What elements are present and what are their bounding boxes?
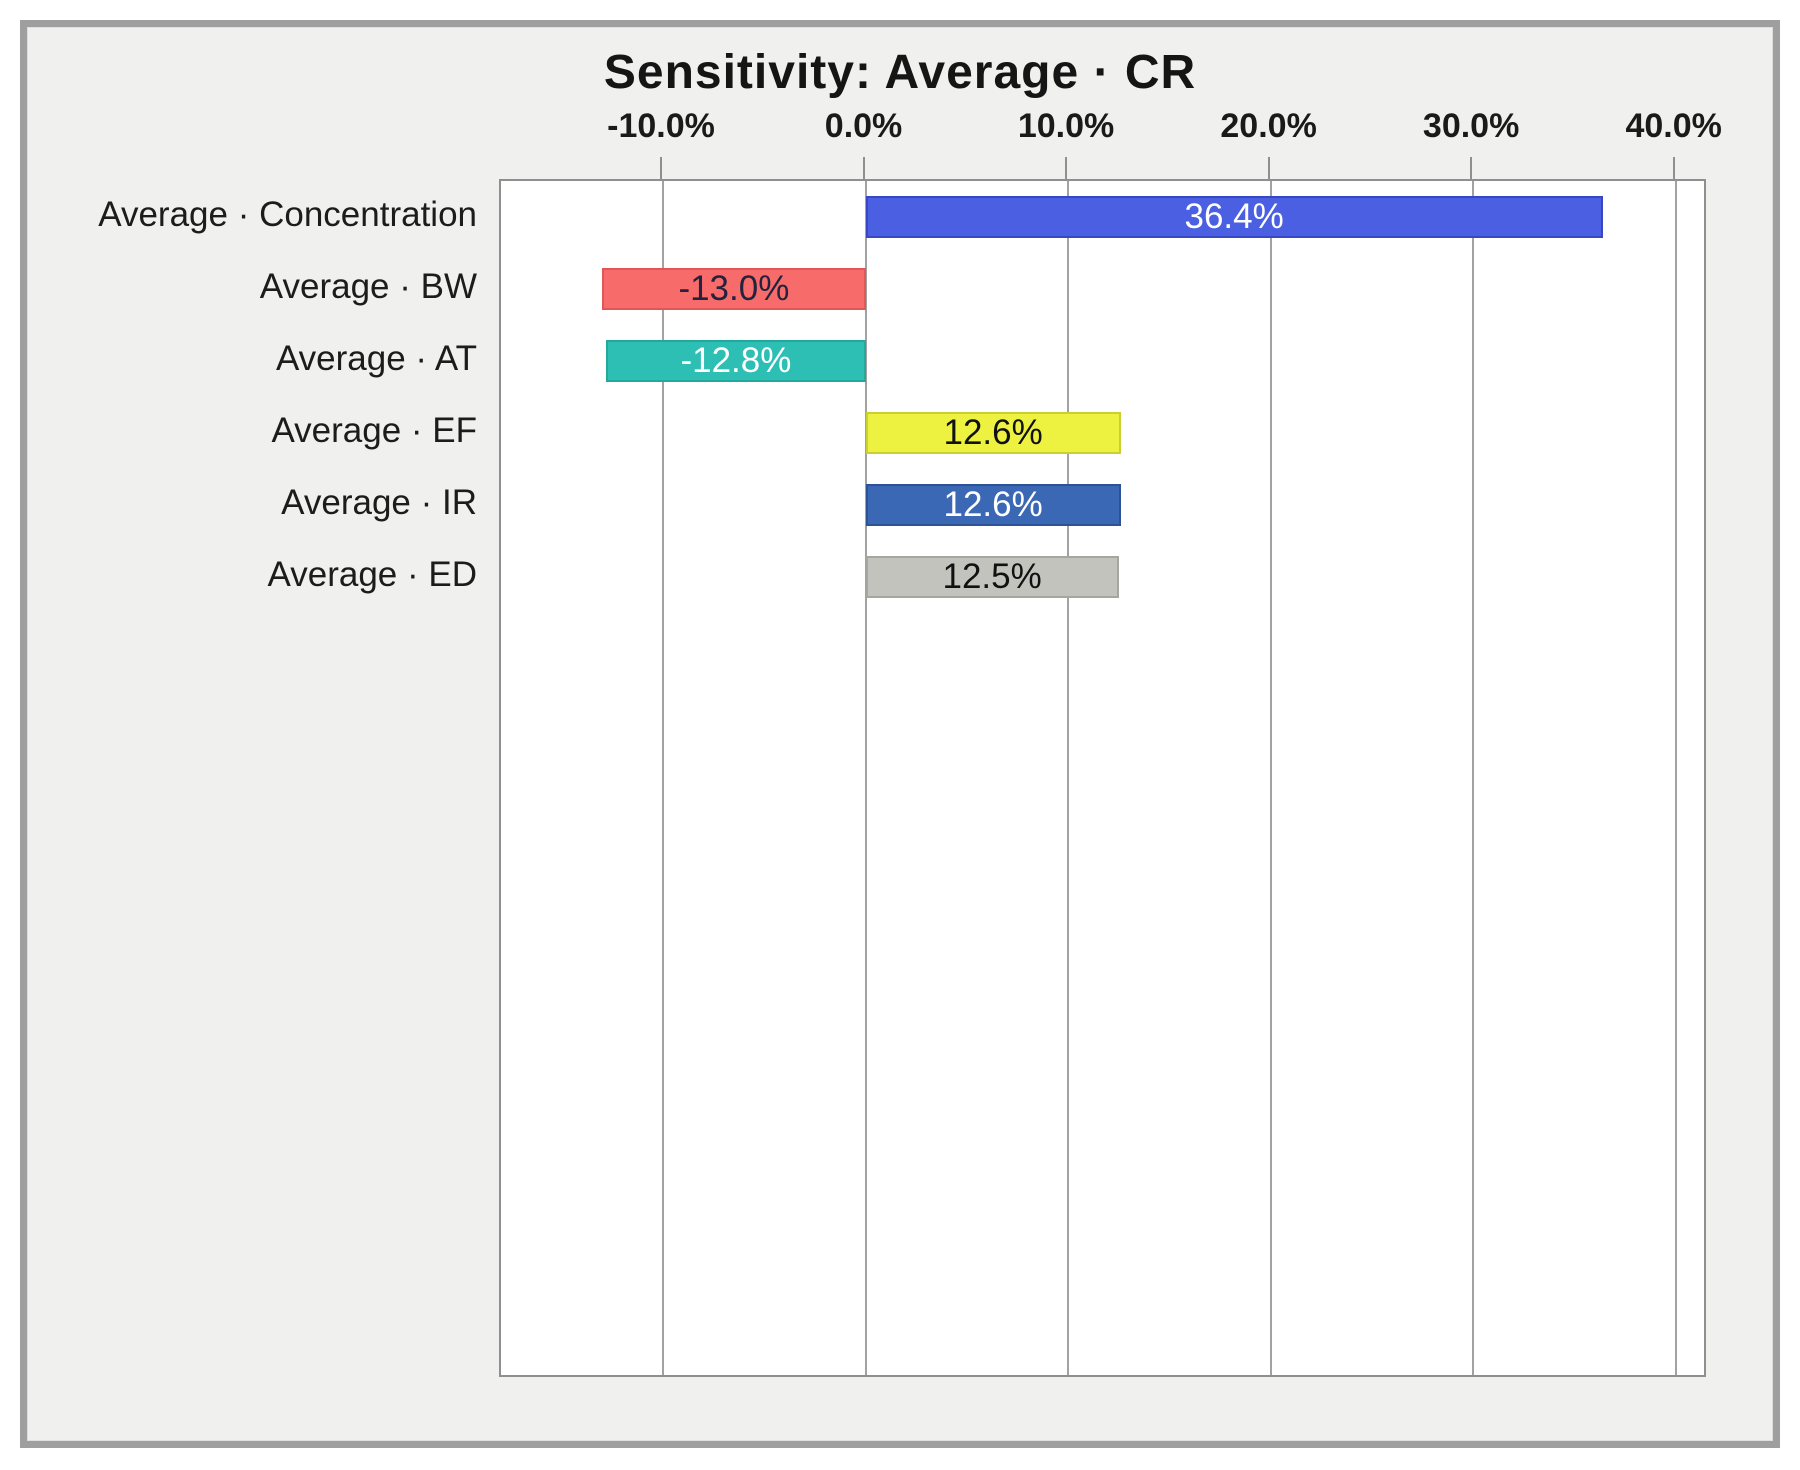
plot-area: 36.4% -13.0% -12.8% 12.6% 12.6% 12.5% (499, 179, 1706, 1377)
gridline (662, 181, 665, 1375)
gridline (1674, 181, 1677, 1375)
bar-average-at: -12.8% (606, 340, 866, 382)
bar-value-label: -12.8% (680, 341, 792, 380)
chart-title: Sensitivity: Average · CR (603, 46, 1197, 99)
category-label-average-ef: Average · EF (271, 411, 477, 450)
bar-value-label: 36.4% (1184, 197, 1284, 236)
bar-average-ed: 12.5% (865, 556, 1119, 598)
bar-value-label: -13.0% (678, 269, 790, 308)
gridline (864, 181, 867, 1375)
x-tick-mark (1065, 157, 1068, 179)
gridline (1269, 181, 1272, 1375)
x-tick-mark (862, 157, 865, 179)
x-tick-label: 30.0% (1422, 107, 1520, 145)
x-tick-label: 20.0% (1220, 107, 1317, 145)
bar-average-ef: 12.6% (865, 412, 1121, 454)
x-tick-label: 0.0% (824, 107, 903, 145)
x-tick-mark (660, 157, 663, 179)
gridline (1067, 181, 1070, 1375)
x-tick-label: -10.0% (607, 107, 715, 145)
bar-average-bw: -13.0% (602, 268, 866, 310)
category-label-average-concentration: Average · Concentration (98, 195, 477, 234)
x-tick-mark (1470, 157, 1473, 179)
x-tick-label: 40.0% (1625, 107, 1722, 145)
category-label-average-ed: Average · ED (267, 555, 477, 594)
category-label-average-at: Average · AT (275, 339, 477, 378)
chart-panel: Sensitivity: Average · CR -10.0% 0.0% 10.0… (20, 20, 1780, 1448)
x-tick-label: 10.0% (1017, 107, 1115, 145)
bar-value-label: 12.6% (943, 413, 1043, 452)
gridline (1472, 181, 1475, 1375)
bar-average-ir: 12.6% (865, 484, 1121, 526)
bar-value-label: 12.5% (942, 557, 1042, 596)
bar-value-label: 12.6% (943, 485, 1043, 524)
category-label-average-ir: Average · IR (281, 483, 477, 522)
bar-average-concentration: 36.4% (865, 196, 1603, 238)
category-label-average-bw: Average · BW (259, 267, 477, 306)
x-tick-mark (1267, 157, 1270, 179)
x-tick-mark (1672, 157, 1675, 179)
